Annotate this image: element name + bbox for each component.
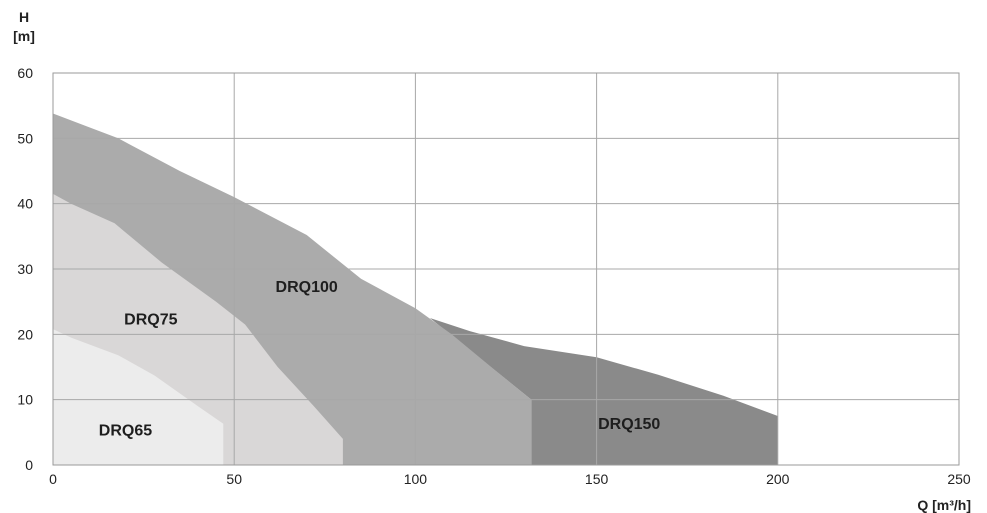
series-labels: DRQ150 DRQ100 DRQ75 DRQ65 bbox=[99, 279, 661, 440]
grid-lines bbox=[53, 73, 959, 465]
area-drq65 bbox=[53, 329, 224, 465]
y-tick-label: 40 bbox=[17, 196, 33, 212]
y-tick-labels: 0 10 20 30 40 50 60 bbox=[17, 65, 33, 473]
x-tick-label: 250 bbox=[947, 471, 971, 487]
series-label-drq75: DRQ75 bbox=[124, 312, 177, 329]
x-tick-label: 200 bbox=[766, 471, 790, 487]
y-tick-label: 50 bbox=[17, 130, 33, 146]
y-axis-unit: [m] bbox=[13, 28, 35, 44]
series-label-drq65: DRQ65 bbox=[99, 423, 152, 440]
y-tick-label: 30 bbox=[17, 261, 33, 277]
area-drq150 bbox=[429, 318, 778, 465]
plot-frame bbox=[52, 72, 960, 466]
x-tick-label: 0 bbox=[49, 471, 57, 487]
y-tick-label: 60 bbox=[17, 65, 33, 81]
series-areas bbox=[53, 113, 778, 465]
y-axis-label: H bbox=[19, 9, 29, 25]
x-tick-label: 50 bbox=[226, 471, 242, 487]
x-tick-label: 150 bbox=[585, 471, 609, 487]
y-tick-label: 20 bbox=[17, 326, 33, 342]
x-tick-labels: 0 50 100 150 200 250 bbox=[49, 471, 971, 487]
x-axis-label: Q [m³/h] bbox=[917, 497, 971, 513]
y-tick-label: 10 bbox=[17, 392, 33, 408]
series-label-drq150: DRQ150 bbox=[598, 416, 660, 433]
y-tick-label: 0 bbox=[25, 457, 33, 473]
x-tick-label: 100 bbox=[404, 471, 428, 487]
series-label-drq100: DRQ100 bbox=[276, 279, 338, 296]
